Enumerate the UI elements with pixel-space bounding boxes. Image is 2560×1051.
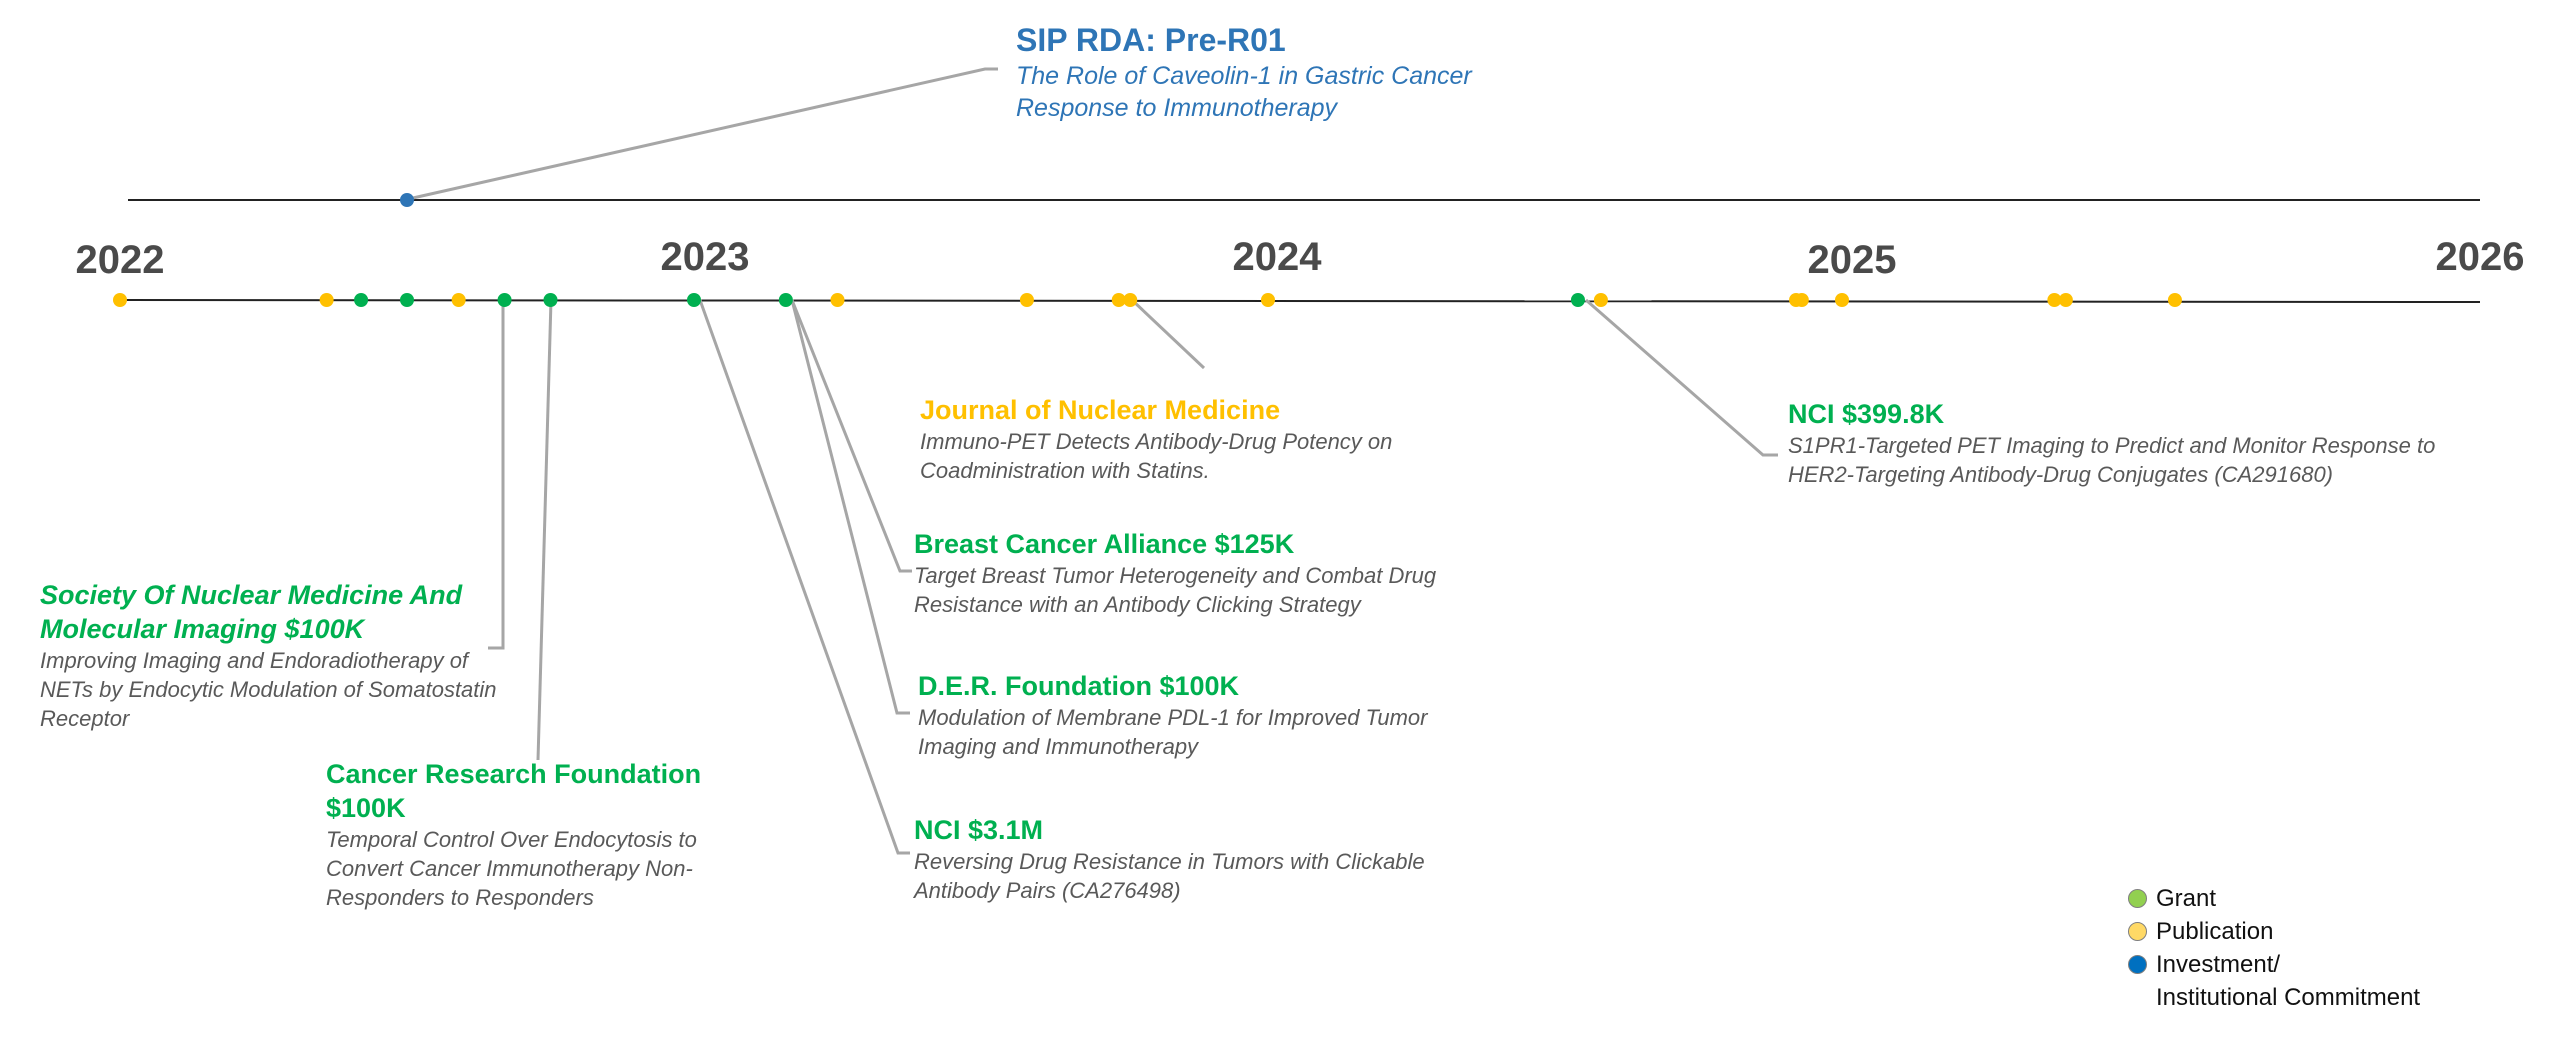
annotation-title: NCI $3.1M (914, 815, 1044, 845)
annotation-description: Immuno-PET Detects Antibody-Drug Potency… (920, 429, 1393, 483)
annotation-title: NCI $399.8K (1788, 399, 1945, 429)
annotation-description: S1PR1-Targeted PET Imaging to Predict an… (1788, 433, 2436, 487)
publication-swatch (2128, 922, 2147, 941)
publication-marker-20 (2058, 293, 2073, 307)
year-label-2025: 2025 (1808, 238, 1897, 282)
year-label-2022: 2022 (76, 238, 165, 282)
legend-item-grant: Grant (2128, 882, 2420, 915)
grant-marker-8 (778, 293, 793, 307)
annotation-sip-rda: SIP RDA: Pre-R01 The Role of Caveolin-1 … (1016, 20, 1536, 124)
grant-marker-14 (1570, 293, 1585, 307)
leader-nci399 (1585, 298, 1778, 457)
annotation-description: Modulation of Membrane PDL-1 for Improve… (918, 705, 1428, 759)
investment-swatch (2128, 955, 2147, 974)
publication-marker-12 (1123, 293, 1138, 307)
grant-marker-6 (543, 293, 558, 307)
annotation-crf: Cancer Research Foundation $100K Tempora… (326, 757, 756, 912)
annotation-nci-399k: NCI $399.8K S1PR1-Targeted PET Imaging t… (1788, 397, 2448, 489)
main-axis (117, 299, 2481, 303)
grant-marker-3 (400, 293, 414, 307)
publication-marker-13 (1261, 293, 1275, 307)
leader-snmmi (488, 300, 505, 650)
annotation-title: Cancer Research Foundation $100K (326, 759, 702, 823)
leader-lines (403, 67, 1778, 855)
year-label-2024: 2024 (1233, 235, 1323, 279)
annotation-bca: Breast Cancer Alliance $125K Target Brea… (914, 527, 1524, 619)
leader-investment (403, 67, 998, 202)
annotation-description: Target Breast Tumor Heterogeneity and Co… (914, 563, 1437, 617)
year-label-2026: 2026 (2436, 235, 2525, 279)
legend-label: Publication (2156, 918, 2274, 945)
publication-marker-1 (319, 293, 334, 307)
publication-marker-10 (1019, 293, 1034, 307)
annotation-description: Temporal Control Over Endocytosis to Con… (326, 827, 697, 910)
annotation-description: Reversing Drug Resistance in Tumors with… (914, 849, 1425, 903)
grant-marker-5 (497, 293, 512, 307)
annotation-title: Society Of Nuclear Medicine And Molecula… (40, 580, 463, 644)
leader-der (790, 299, 910, 715)
annotation-description: The Role of Caveolin-1 in Gastric Cancer… (1016, 62, 1472, 122)
leader-nci31 (698, 299, 910, 855)
annotation-nci-3-1m: NCI $3.1M Reversing Drug Resistance in T… (914, 813, 1474, 905)
leader-bca (790, 299, 912, 573)
publication-marker-0 (113, 293, 127, 307)
grant-marker-2 (354, 293, 369, 307)
annotation-title: SIP RDA: Pre-R01 (1016, 22, 1286, 58)
publication-marker-15 (1593, 293, 1608, 307)
legend-label: Institutional Commitment (2156, 984, 2421, 1011)
year-label-2023: 2023 (661, 235, 750, 279)
publication-marker-17 (1794, 293, 1809, 307)
annotation-title: Breast Cancer Alliance $125K (914, 529, 1295, 559)
legend: Grant Publication Investment/ Institutio… (2128, 882, 2420, 1014)
legend-item-investment: Investment/ Institutional Commitment (2128, 948, 2420, 1014)
publication-marker-21 (2167, 293, 2182, 307)
leader-jnm (1130, 298, 1206, 370)
legend-label: Investment/ (2156, 951, 2281, 978)
annotation-jnm: Journal of Nuclear Medicine Immuno-PET D… (920, 393, 1480, 485)
event-markers (113, 193, 2182, 307)
grant-marker-7 (687, 293, 701, 307)
annotation-snmmi: Society Of Nuclear Medicine And Molecula… (40, 578, 500, 733)
publication-marker-11 (1111, 293, 1126, 307)
leader-crf (536, 299, 553, 761)
publication-marker-19 (2047, 293, 2062, 307)
annotation-der: D.E.R. Foundation $100K Modulation of Me… (918, 669, 1508, 761)
annotation-description: Improving Imaging and Endoradiotherapy o… (40, 648, 497, 731)
publication-marker-4 (451, 293, 466, 307)
publication-marker-18 (1835, 293, 1849, 307)
legend-label: Grant (2156, 885, 2217, 912)
legend-item-publication: Publication (2128, 915, 2420, 948)
grant-swatch (2128, 889, 2147, 908)
annotation-title: Journal of Nuclear Medicine (920, 395, 1281, 425)
publication-marker-9 (830, 293, 845, 307)
investment-marker (400, 193, 414, 207)
annotation-title: D.E.R. Foundation $100K (918, 671, 1240, 701)
